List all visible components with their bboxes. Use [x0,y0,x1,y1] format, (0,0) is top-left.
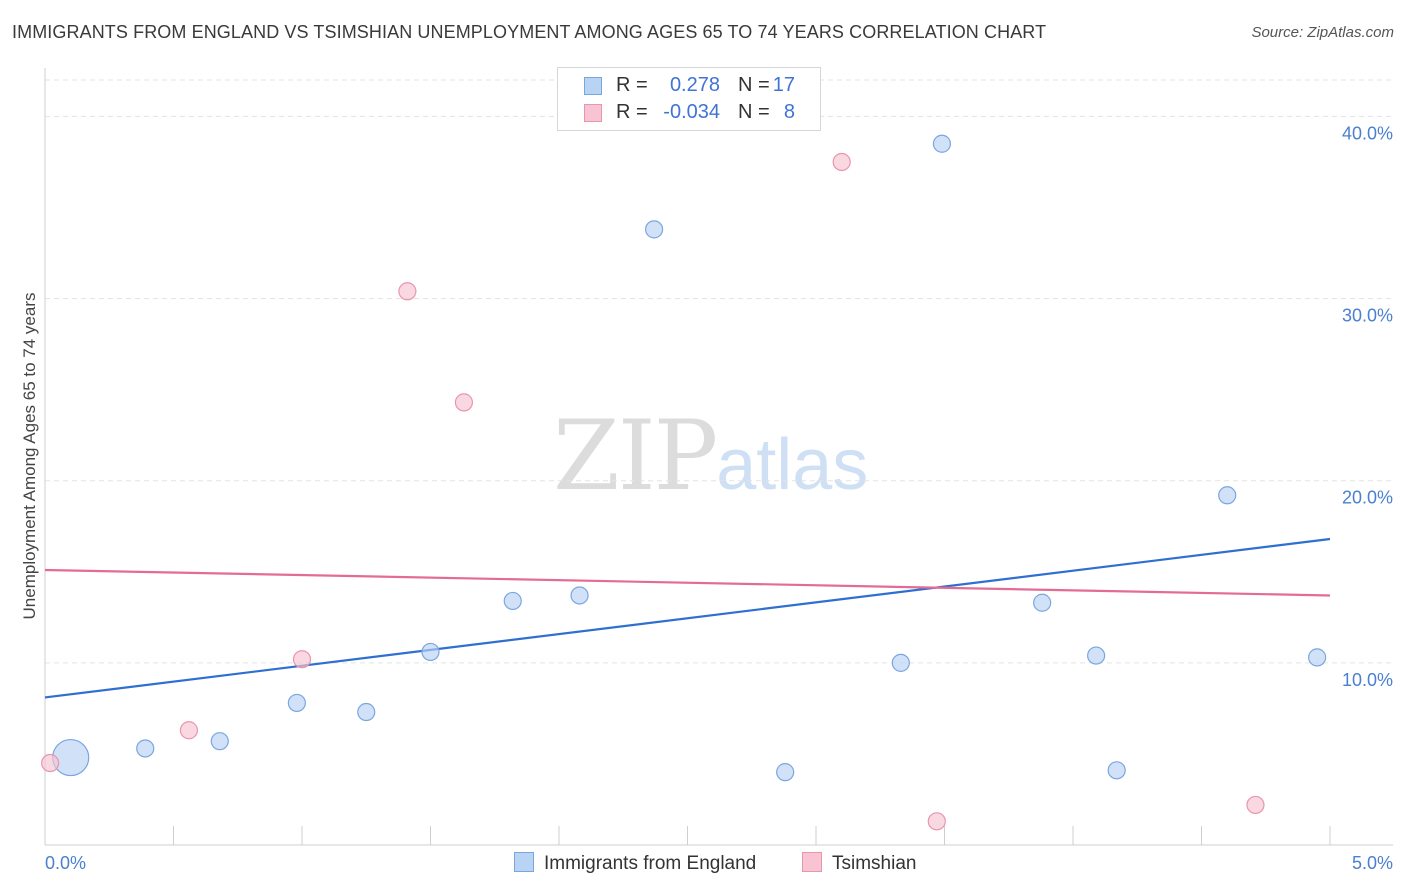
data-point-england [136,739,155,758]
tick-labels: 10.0% 20.0% 30.0% 40.0% 0.0% 5.0% [45,123,1393,873]
data-point-tsimshian [41,753,60,773]
data-point-tsimshian [454,393,474,412]
grid-lines [45,79,1393,664]
bottom-legend-swatch-england [514,852,534,872]
x-tick-label: 0.0% [45,853,86,873]
data-point-england [644,220,664,239]
bottom-legend-label-england: Immigrants from England [544,853,757,874]
legend-r-value: -0.034 [663,101,720,123]
legend-n-value: 8 [783,101,795,123]
bottom-legend-label-tsimshian: Tsimshian [832,853,917,874]
y-tick-label: 30.0% [1342,306,1393,326]
legend-swatch-tsimshian [584,104,602,122]
watermark-zip: ZIP [553,400,718,512]
data-point-tsimshian [1246,795,1265,815]
chart-title: IMMIGRANTS FROM ENGLAND VS TSIMSHIAN UNE… [12,22,1047,42]
data-points [41,134,1327,831]
y-tick-label: 10.0% [1342,670,1393,690]
data-point-england [1033,593,1052,612]
bottom-legend-swatch-tsimshian [802,852,822,872]
trend-line-england [44,537,1331,699]
data-point-tsimshian [292,650,312,669]
data-point-england [357,702,376,722]
watermark: ZIPatlas [553,400,868,512]
legend-r-value: 0.278 [669,74,720,96]
data-point-england [503,591,522,611]
legend-r-label: R = [616,101,648,123]
data-point-tsimshian [398,282,417,301]
data-point-england [1087,646,1106,665]
legend-n-label: N = [738,74,770,96]
data-point-england [287,693,306,713]
trend-line-tsimshian [44,568,1331,597]
axes [44,68,1393,846]
x-tick-label: 5.0% [1352,853,1393,873]
bottom-legend-tsimshian: Tsimshian [802,852,916,875]
legend-r-label: R = [616,74,648,96]
y-tick-label: 40.0% [1342,123,1393,143]
chart-source: Source: ZipAtlas.com [1251,24,1394,41]
data-point-tsimshian [927,812,946,831]
data-point-england [891,653,910,672]
y-axis-label-text: Unemployment Among Ages 65 to 74 years [20,292,39,620]
data-point-tsimshian [832,152,851,172]
data-point-england [1308,648,1327,667]
watermark-atlas: atlas [716,425,869,505]
data-point-england [776,763,795,782]
legend-swatch-england [584,77,602,95]
data-point-england [570,586,589,605]
data-point-tsimshian [179,721,199,740]
legend-n-value: 17 [772,74,795,96]
data-point-england [1218,486,1237,505]
legend-row-tsimshian: R = -0.034 N = 8 [558,101,820,127]
data-point-england [932,134,952,153]
bottom-legend-england: Immigrants from England [514,852,756,875]
legend-n-label: N = [738,101,770,123]
trend-lines [44,537,1331,699]
legend-row-england: R = 0.278 N = 17 [558,74,820,100]
correlation-legend: R = 0.278 N = 17 R = -0.034 N = 8 [557,67,821,131]
data-point-england [52,738,90,777]
data-point-england [421,642,440,662]
data-point-england [210,732,229,751]
data-point-england [1107,761,1126,780]
y-tick-label: 20.0% [1342,488,1393,508]
